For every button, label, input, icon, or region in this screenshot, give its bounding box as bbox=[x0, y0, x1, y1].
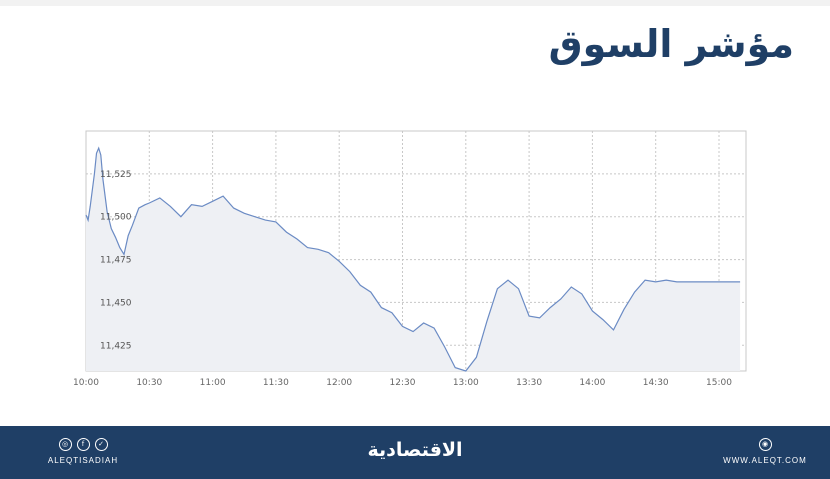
twitter-icon[interactable]: ✓ bbox=[94, 438, 108, 451]
website-icon-row: ◉ bbox=[720, 438, 810, 451]
top-band bbox=[0, 0, 830, 6]
x-tick-label: 11:30 bbox=[263, 378, 289, 388]
y-tick-labels: 11,425 11,450 11,475 11,500 11,525 bbox=[100, 170, 132, 351]
footer-social: ◎ f ✓ ALEQTISADIAH bbox=[28, 438, 138, 465]
x-tick-label: 10:00 bbox=[73, 378, 99, 388]
line-path bbox=[85, 146, 741, 372]
area-path bbox=[86, 148, 741, 371]
footer-website: ◉ WWW.ALEQT.COM bbox=[720, 438, 810, 465]
x-tick-label: 12:00 bbox=[326, 378, 352, 388]
social-icons: ◎ f ✓ bbox=[28, 438, 138, 451]
footer: ◎ f ✓ ALEQTISADIAH الاقتصادية ◉ WWW.ALEQ… bbox=[0, 426, 830, 479]
x-tick-label: 15:00 bbox=[706, 378, 732, 388]
y-tick-label: 11,425 bbox=[100, 341, 132, 351]
y-tick-label: 11,500 bbox=[100, 213, 132, 223]
instagram-icon[interactable]: ◎ bbox=[58, 438, 72, 451]
x-tick-label: 14:00 bbox=[579, 378, 605, 388]
x-tick-label: 12:30 bbox=[390, 378, 416, 388]
x-tick-label: 10:30 bbox=[136, 378, 162, 388]
y-tick-label: 11,450 bbox=[100, 298, 132, 308]
area-fill bbox=[86, 148, 741, 371]
brand-logo: الاقتصادية bbox=[367, 439, 463, 461]
y-tick-label: 11,525 bbox=[100, 170, 132, 180]
page-title: مؤشر السوق bbox=[548, 22, 794, 66]
website-link[interactable]: WWW.ALEQT.COM bbox=[723, 456, 807, 465]
web-icon[interactable]: ◉ bbox=[758, 438, 772, 451]
series-line bbox=[85, 146, 741, 372]
y-tick-label: 11,475 bbox=[100, 256, 132, 266]
x-tick-label: 13:00 bbox=[453, 378, 479, 388]
social-handle[interactable]: ALEQTISADIAH bbox=[47, 456, 119, 465]
x-tick-label: 14:30 bbox=[643, 378, 669, 388]
x-tick-label: 11:00 bbox=[200, 378, 226, 388]
facebook-icon[interactable]: f bbox=[76, 438, 90, 451]
chart: 11,425 11,450 11,475 11,500 11,525 10:00 10:3… bbox=[73, 130, 747, 388]
x-tick-labels: 10:00 10:30 11:00 11:30 12:00 12:30 13:00 13:30… bbox=[73, 378, 732, 388]
x-tick-label: 13:30 bbox=[516, 378, 542, 388]
